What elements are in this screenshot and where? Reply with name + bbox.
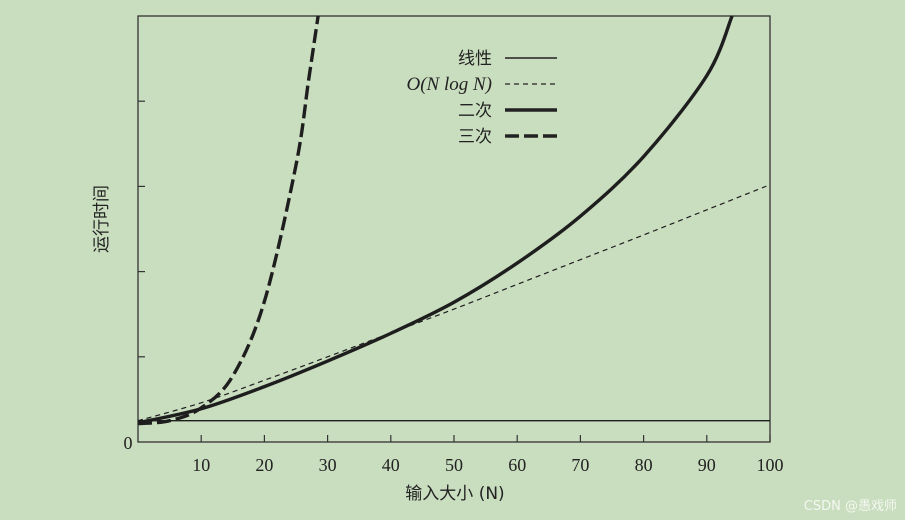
series-layer: [137, 15, 771, 426]
series-line-1: [137, 184, 771, 422]
legend-label-cubic: 三次: [458, 127, 492, 147]
y-tick-label-0: 0: [124, 433, 133, 453]
legend-nlogn-o: O: [406, 74, 420, 95]
watermark: CSDN @愚戏师: [803, 499, 897, 514]
x-axis-ticks: 10 20 30 40 50 60 70 80 90 100: [192, 435, 784, 475]
x-tick-label: 100: [757, 455, 784, 475]
legend-label-nlogn: O(N log N): [406, 74, 492, 95]
x-tick-label: 90: [698, 455, 716, 475]
y-axis-ticks: [138, 100, 145, 358]
y-axis-label: 运行时间: [92, 185, 112, 253]
x-tick-label: 30: [319, 455, 337, 475]
series-line-2: [137, 15, 734, 425]
series-line-3: [137, 15, 320, 426]
x-tick-label: 80: [635, 455, 653, 475]
x-tick-label: 50: [445, 455, 463, 475]
legend-nlogn-close: ): [485, 74, 492, 95]
x-axis-label: 输入大小 (N): [405, 484, 504, 504]
x-tick-label: 60: [508, 455, 526, 475]
legend-nlogn-mid: (N log N: [420, 74, 487, 95]
legend: 线性 O(N log N) 二次 三次: [406, 49, 557, 147]
legend-label-quadratic: 二次: [458, 101, 492, 121]
x-tick-label: 10: [192, 455, 210, 475]
x-tick-label: 70: [571, 455, 589, 475]
x-tick-label: 40: [382, 455, 400, 475]
x-tick-label: 20: [255, 455, 273, 475]
legend-label-linear: 线性: [458, 49, 492, 69]
